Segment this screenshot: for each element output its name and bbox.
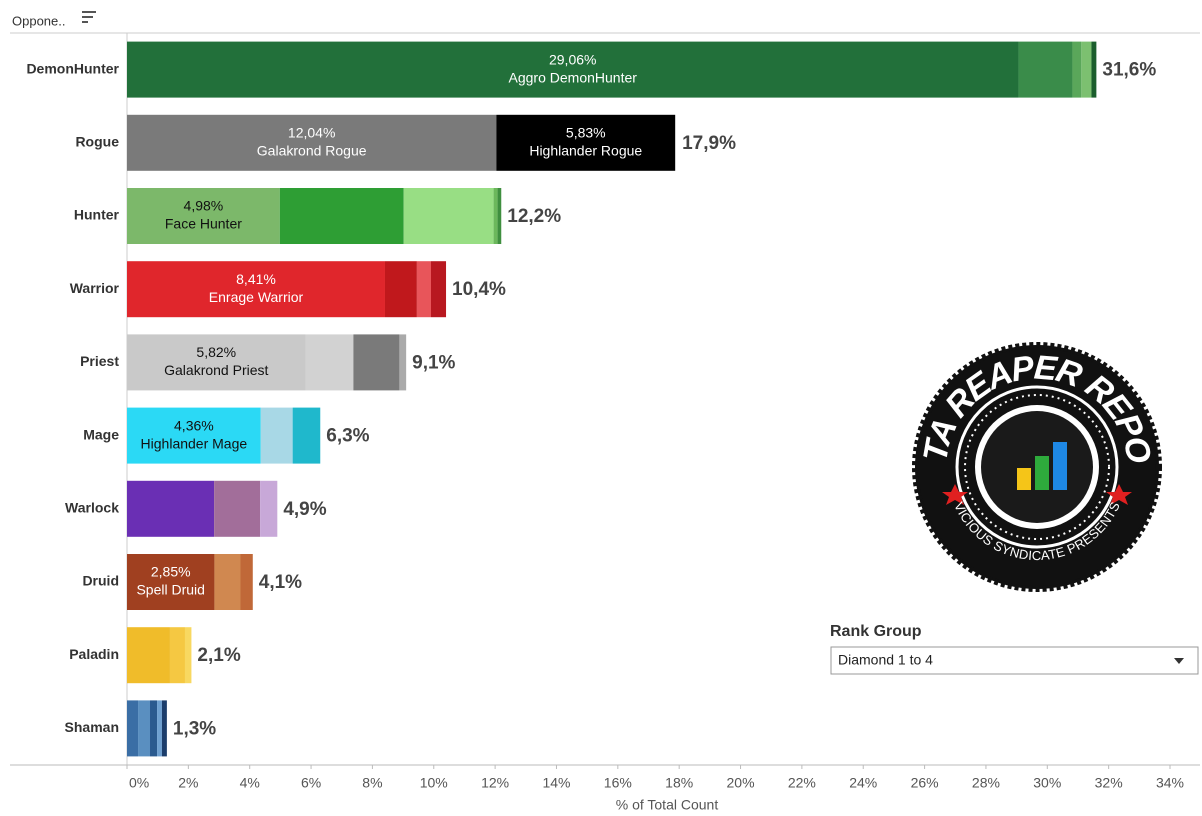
bar-segment (384, 261, 417, 318)
segment-name-label: Galakrond Priest (164, 362, 268, 378)
total-label: 17,9% (682, 133, 736, 154)
bar-segment (496, 114, 676, 171)
category-label: Shaman (65, 719, 119, 735)
bar-segment (127, 41, 1019, 98)
x-tick-label: 6% (301, 775, 321, 791)
bar-segment (127, 407, 261, 464)
segment-name-label: Highlander Rogue (529, 143, 642, 159)
column-header: Oppone.. (12, 13, 66, 28)
segment-value-label: 12,04% (288, 125, 335, 141)
bar-segment (127, 334, 306, 391)
bar-segment (1081, 41, 1092, 98)
x-tick-label: 8% (362, 775, 382, 791)
bar-segment (240, 554, 253, 610)
bar-segment (184, 627, 192, 684)
x-tick-label: 14% (542, 775, 570, 791)
total-label: 6,3% (326, 426, 369, 447)
x-tick-label: 26% (911, 775, 939, 791)
category-label: Paladin (69, 646, 119, 662)
total-label: 2,1% (197, 645, 240, 666)
x-tick-label: 28% (972, 775, 1000, 791)
bar-segment (399, 334, 407, 391)
filter-dropdown[interactable]: Diamond 1 to 4 (830, 646, 1199, 675)
total-label: 4,1% (259, 572, 302, 593)
bar-segment (161, 700, 167, 757)
bar-segment (214, 480, 261, 537)
x-tick-label: 24% (849, 775, 877, 791)
category-label: Warrior (70, 280, 120, 296)
x-tick-label: 22% (788, 775, 816, 791)
total-label: 12,2% (507, 206, 561, 227)
segment-name-label: Galakrond Rogue (257, 143, 367, 159)
segment-name-label: Aggro DemonHunter (509, 69, 638, 85)
bar-segment (1091, 41, 1097, 98)
category-label: Hunter (74, 207, 120, 223)
bar-segment (127, 627, 170, 684)
segment-name-label: Highlander Mage (141, 435, 248, 451)
x-tick-label: 30% (1033, 775, 1061, 791)
x-tick-label: 34% (1156, 775, 1184, 791)
bar-segment (127, 114, 497, 171)
bar-segment (279, 188, 404, 244)
bar-segment (127, 480, 215, 537)
bar-segment (260, 407, 293, 464)
bar-segment (353, 334, 400, 391)
total-label: 10,4% (452, 279, 506, 300)
x-tick-label: 4% (240, 775, 260, 791)
filter-value: Diamond 1 to 4 (838, 652, 933, 668)
category-label: Rogue (75, 134, 119, 150)
total-label: 1,3% (173, 718, 216, 739)
segment-name-label: Enrage Warrior (209, 289, 304, 305)
sort-icon[interactable] (82, 11, 96, 23)
bar-segment (1072, 41, 1082, 98)
x-tick-label: 2% (178, 775, 198, 791)
segment-value-label: 2,85% (151, 564, 191, 580)
bar-segment (431, 261, 447, 318)
segment-value-label: 4,36% (174, 417, 214, 433)
total-label: 9,1% (412, 352, 455, 373)
x-tick-label: 10% (420, 775, 448, 791)
total-label: 4,9% (283, 499, 326, 520)
segment-value-label: 5,83% (566, 125, 606, 141)
bar-segment (150, 700, 158, 757)
bar-segment (305, 334, 354, 391)
bar-segment (127, 700, 139, 757)
category-label: DemonHunter (26, 60, 119, 76)
bar-segment (127, 261, 385, 318)
bar-segment (292, 407, 321, 464)
segment-value-label: 29,06% (549, 51, 596, 67)
bar-segment (127, 188, 280, 244)
segment-name-label: Spell Druid (136, 582, 204, 598)
bar-segment (497, 188, 502, 244)
category-label: Priest (80, 353, 119, 369)
x-tick-label: 12% (481, 775, 509, 791)
category-label: Mage (83, 426, 119, 442)
x-tick-label: 18% (665, 775, 693, 791)
x-tick-label: 0% (129, 775, 149, 791)
bar-segment (403, 188, 494, 244)
segment-value-label: 8,41% (236, 271, 276, 287)
segment-value-label: 4,98% (184, 198, 224, 214)
x-tick-label: 16% (604, 775, 632, 791)
total-label: 31,6% (1102, 60, 1156, 81)
category-label: Druid (82, 573, 119, 589)
x-tick-label: 20% (727, 775, 755, 791)
category-label: Warlock (65, 500, 119, 516)
x-tick-label: 32% (1095, 775, 1123, 791)
bar-segment (138, 700, 151, 757)
bar-segment (214, 554, 241, 610)
bar-segment (260, 480, 278, 537)
bar-segment (157, 700, 162, 757)
bar-segment (169, 627, 185, 684)
segment-name-label: Face Hunter (165, 216, 242, 232)
segment-value-label: 5,82% (196, 344, 236, 360)
filter-label: Rank Group (830, 623, 922, 640)
bar-segment (416, 261, 432, 318)
bar-segment (493, 188, 498, 244)
bar-segment (1018, 41, 1073, 98)
bar-segment (127, 554, 215, 610)
x-axis-title: % of Total Count (616, 797, 719, 813)
